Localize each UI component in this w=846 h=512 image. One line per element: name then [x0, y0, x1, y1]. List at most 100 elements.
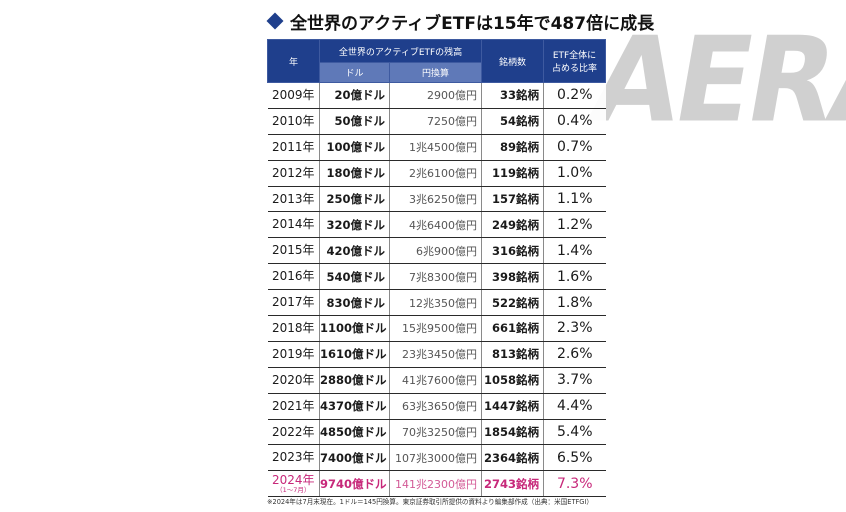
cell-year: 2013年 — [267, 186, 320, 213]
table-row: 2014年 320億ドル 4兆6400億円 249銘柄 1.2% — [267, 211, 606, 239]
cell-usd: 1100億ドル — [319, 315, 390, 342]
cell-usd: 20億ドル — [319, 82, 390, 109]
cell-year-label: 2021年 — [271, 398, 315, 413]
cell-jpy: 2兆6100億円 — [389, 160, 482, 187]
cell-year-label: 2011年 — [271, 139, 315, 154]
cell-year: 2017年 — [267, 289, 320, 317]
cell-usd: 250億ドル — [319, 186, 390, 213]
table-row: 2020年 2880億ドル 41兆7600億円 1058銘柄 3.7% — [267, 367, 606, 394]
cell-count: 157銘柄 — [481, 186, 544, 213]
diamond-bullet-icon — [266, 12, 284, 30]
cell-usd: 320億ドル — [319, 211, 390, 239]
page-title: 全世界のアクティブETFは15年で487倍に成長 — [266, 10, 654, 34]
cell-share: 1.2% — [543, 211, 606, 239]
cell-year: 2023年 — [267, 444, 320, 472]
cell-count: 33銘柄 — [481, 82, 544, 109]
cell-share: 5.4% — [543, 419, 606, 446]
cell-jpy: 12兆350億円 — [389, 289, 482, 317]
cell-year: 2010年 — [267, 108, 320, 135]
cell-jpy: 23兆3450億円 — [389, 341, 482, 368]
cell-share: 1.0% — [543, 160, 606, 187]
cell-year: 2014年 — [267, 211, 320, 239]
cell-year: 2022年 — [267, 419, 320, 446]
cell-jpy: 70兆3250億円 — [389, 419, 482, 446]
header-year: 年 — [267, 39, 320, 83]
header-share-line1: ETF全体に — [552, 51, 597, 61]
cell-count: 661銘柄 — [481, 315, 544, 342]
cell-jpy: 107兆3000億円 — [389, 444, 482, 472]
cell-year-label: 2019年 — [271, 346, 315, 361]
table-row: 2011年 100億ドル 1兆4500億円 89銘柄 0.7% — [267, 134, 606, 161]
cell-share: 0.7% — [543, 134, 606, 161]
table-row: 2024年 （1〜7月） 9740億ドル 141兆2300億円 2743銘柄 7.3% — [267, 470, 606, 498]
cell-jpy: 3兆6250億円 — [389, 186, 482, 213]
etf-table: 年 全世界のアクティブETFの残高 銘柄数 ETF全体に 占める比率 ドル 円換… — [267, 39, 606, 498]
cell-year-label: 2017年 — [271, 295, 315, 310]
cell-year-note: （1〜7月） — [276, 485, 311, 494]
cell-jpy: 4兆6400億円 — [389, 211, 482, 239]
cell-share: 6.5% — [543, 444, 606, 472]
header-share: ETF全体に 占める比率 — [543, 39, 606, 83]
cell-year-label: 2024年 — [271, 472, 315, 487]
cell-jpy: 7250億円 — [389, 108, 482, 135]
cell-year-label: 2009年 — [271, 87, 315, 102]
cell-usd: 4850億ドル — [319, 419, 390, 446]
header-balance-group: 全世界のアクティブETFの残高 — [319, 39, 482, 63]
table-row: 2016年 540億ドル 7兆8300億円 398銘柄 1.6% — [267, 263, 606, 291]
cell-count: 119銘柄 — [481, 160, 544, 187]
cell-usd: 9740億ドル — [319, 470, 390, 498]
cell-count: 2364銘柄 — [481, 444, 544, 472]
table-row: 2021年 4370億ドル 63兆3650億円 1447銘柄 4.4% — [267, 393, 606, 420]
cell-usd: 540億ドル — [319, 263, 390, 291]
table-row: 2012年 180億ドル 2兆6100億円 119銘柄 1.0% — [267, 160, 606, 187]
cell-share: 7.3% — [543, 470, 606, 498]
aera-watermark: AERA — [581, 12, 846, 150]
table-row: 2010年 50億ドル 7250億円 54銘柄 0.4% — [267, 108, 606, 135]
table-row: 2009年 20億ドル 2900億円 33銘柄 0.2% — [267, 82, 606, 109]
header-jpy: 円換算 — [389, 62, 482, 83]
cell-usd: 100億ドル — [319, 134, 390, 161]
footnote: ※2024年は7月末現在。1ドル＝145円換算。東京証券取引所提供の資料より編集… — [267, 498, 593, 506]
cell-share: 0.4% — [543, 108, 606, 135]
cell-year: 2009年 — [267, 82, 320, 109]
header-usd: ドル — [319, 62, 390, 83]
cell-year: 2011年 — [267, 134, 320, 161]
cell-usd: 50億ドル — [319, 108, 390, 135]
cell-share: 2.3% — [543, 315, 606, 342]
cell-year: 2024年 （1〜7月） — [267, 470, 320, 498]
cell-share: 1.8% — [543, 289, 606, 317]
cell-count: 398銘柄 — [481, 263, 544, 291]
cell-usd: 180億ドル — [319, 160, 390, 187]
cell-jpy: 141兆2300億円 — [389, 470, 482, 498]
header-count: 銘柄数 — [481, 39, 544, 83]
cell-year-label: 2022年 — [271, 424, 315, 439]
cell-year-label: 2018年 — [271, 320, 315, 335]
cell-year: 2021年 — [267, 393, 320, 420]
cell-share: 2.6% — [543, 341, 606, 368]
cell-year: 2018年 — [267, 315, 320, 342]
table-header: 年 全世界のアクティブETFの残高 銘柄数 ETF全体に 占める比率 ドル 円換… — [267, 39, 606, 83]
cell-jpy: 6兆900億円 — [389, 237, 482, 265]
cell-share: 1.6% — [543, 263, 606, 291]
table-body: 2009年 20億ドル 2900億円 33銘柄 0.2% 2010年 50億ドル 7250億円… — [267, 82, 606, 498]
cell-year-label: 2016年 — [271, 269, 315, 284]
cell-year-label: 2012年 — [271, 165, 315, 180]
cell-jpy: 7兆8300億円 — [389, 263, 482, 291]
cell-jpy: 2900億円 — [389, 82, 482, 109]
cell-share: 4.4% — [543, 393, 606, 420]
cell-count: 54銘柄 — [481, 108, 544, 135]
cell-share: 0.2% — [543, 82, 606, 109]
cell-count: 89銘柄 — [481, 134, 544, 161]
cell-year: 2016年 — [267, 263, 320, 291]
cell-count: 1058銘柄 — [481, 367, 544, 394]
cell-usd: 7400億ドル — [319, 444, 390, 472]
header-share-line2: 占める比率 — [551, 64, 597, 74]
cell-jpy: 63兆3650億円 — [389, 393, 482, 420]
cell-usd: 4370億ドル — [319, 393, 390, 420]
cell-share: 3.7% — [543, 367, 606, 394]
table-row: 2015年 420億ドル 6兆900億円 316銘柄 1.4% — [267, 237, 606, 265]
table-row: 2023年 7400億ドル 107兆3000億円 2364銘柄 6.5% — [267, 444, 606, 472]
cell-count: 1447銘柄 — [481, 393, 544, 420]
cell-year-label: 2013年 — [271, 191, 315, 206]
cell-usd: 420億ドル — [319, 237, 390, 265]
